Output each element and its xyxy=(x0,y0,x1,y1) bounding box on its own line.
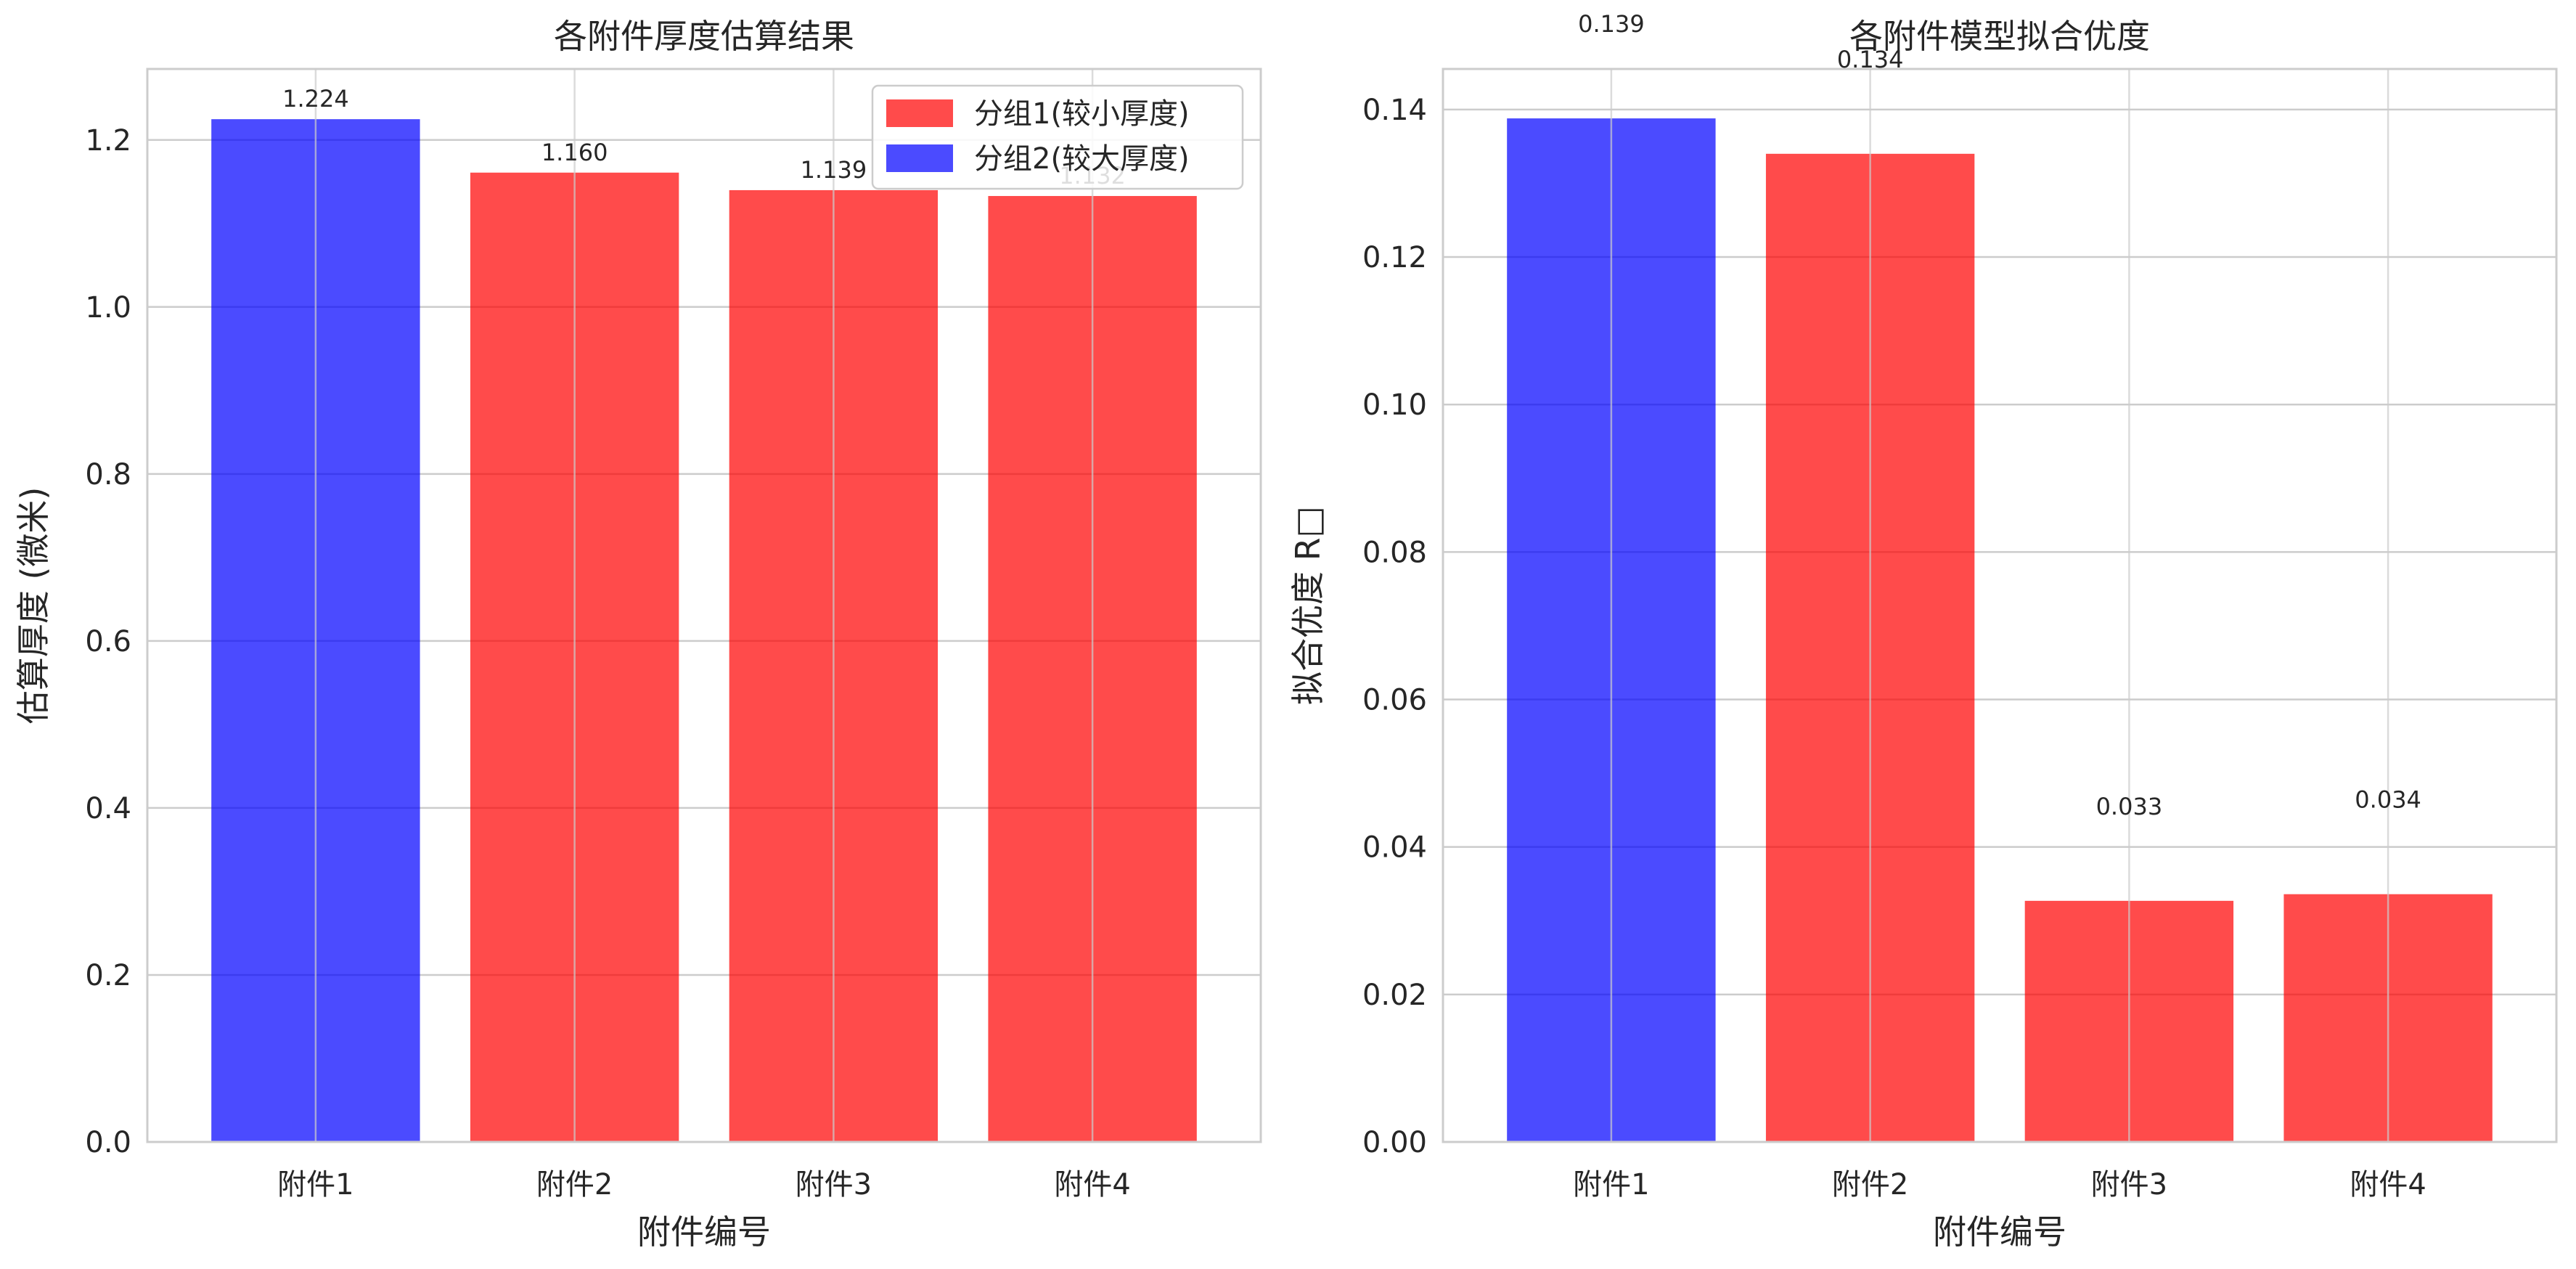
legend: 分组1(较小厚度) 分组2(较大厚度) xyxy=(871,84,1244,190)
y-axis-label: 拟合优度 R□ xyxy=(1288,506,1328,705)
y-tick-label: 0.06 xyxy=(1362,684,1427,717)
x-tick-label: 附件2 xyxy=(536,1168,613,1201)
data-label: 0.033 xyxy=(2096,793,2163,820)
chart-panel-1: 0.00.20.40.60.81.01.21.2241.1601.1391.13… xyxy=(14,17,1262,1252)
legend-label: 分组1(较小厚度) xyxy=(974,97,1190,131)
y-tick-label: 0.08 xyxy=(1362,536,1427,569)
x-tick-label: 附件1 xyxy=(1573,1168,1649,1201)
chart-title: 各附件厚度估算结果 xyxy=(554,17,854,56)
y-tick-label: 0.02 xyxy=(1362,979,1427,1012)
y-tick-label: 1.2 xyxy=(85,124,131,158)
y-tick-label: 0.04 xyxy=(1362,831,1427,865)
legend-swatch xyxy=(886,99,953,127)
legend-swatch xyxy=(886,144,953,172)
y-tick-label: 0.10 xyxy=(1362,388,1427,422)
x-tick-label: 附件1 xyxy=(277,1168,353,1201)
y-tick-label: 0.4 xyxy=(85,792,131,825)
y-tick-label: 0.6 xyxy=(85,625,131,658)
plot-frame xyxy=(146,68,1262,1143)
legend-label: 分组2(较大厚度) xyxy=(974,142,1190,176)
plot-frame xyxy=(1442,68,2558,1143)
y-tick-label: 0.14 xyxy=(1362,94,1427,127)
y-axis-label: 估算厚度 (微米) xyxy=(14,487,53,725)
x-tick-label: 附件3 xyxy=(796,1168,872,1201)
x-tick-label: 附件4 xyxy=(2350,1168,2426,1201)
y-tick-label: 0.2 xyxy=(85,959,131,992)
x-tick-label: 附件2 xyxy=(1832,1168,1908,1201)
y-tick-label: 0.0 xyxy=(85,1126,131,1159)
data-label: 1.224 xyxy=(282,85,349,113)
data-label: 1.160 xyxy=(541,139,608,166)
y-tick-label: 0.00 xyxy=(1362,1126,1427,1159)
legend-box xyxy=(871,84,1244,190)
data-label: 0.034 xyxy=(2355,786,2421,814)
y-tick-label: 0.12 xyxy=(1362,241,1427,274)
x-tick-label: 附件4 xyxy=(1054,1168,1130,1201)
x-axis-label: 附件编号 xyxy=(637,1212,771,1252)
x-tick-label: 附件3 xyxy=(2091,1168,2167,1201)
data-label: 1.139 xyxy=(801,156,867,184)
chart-title: 各附件模型拟合优度 xyxy=(1849,17,2150,56)
data-label: 0.139 xyxy=(1578,10,1645,38)
x-axis-label: 附件编号 xyxy=(1933,1212,2066,1252)
y-tick-label: 0.8 xyxy=(85,458,131,491)
chart-panel-2: 0.000.020.040.060.080.100.120.140.1390.1… xyxy=(1288,10,2558,1252)
y-tick-label: 1.0 xyxy=(85,291,131,325)
